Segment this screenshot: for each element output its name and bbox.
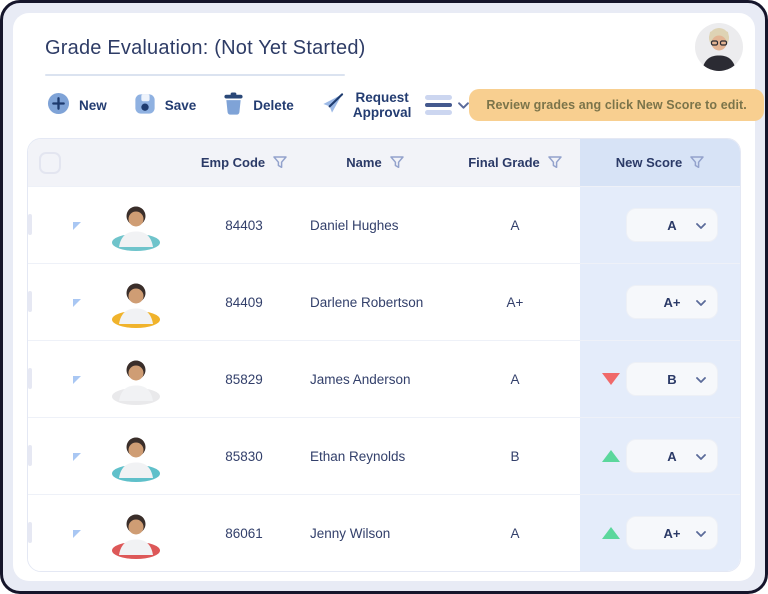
table-row: 85829 James Anderson A B (28, 340, 740, 417)
emp-code-cell: 86061 (225, 525, 263, 541)
emp-code-cell: 84403 (225, 217, 263, 233)
info-banner: Review grades ang click New Score to edi… (469, 89, 764, 121)
trend-icon (602, 449, 624, 463)
final-grade-cell: A (510, 371, 520, 387)
final-grade-cell: B (510, 448, 520, 464)
new-score-dropdown[interactable]: A (626, 439, 718, 473)
page-title: Grade Evaluation: (Not Yet Started) (45, 37, 366, 59)
toolbar: New Save (47, 88, 764, 122)
chevron-down-icon (458, 101, 470, 109)
table-row: 85830 Ethan Reynolds B A (28, 417, 740, 494)
name-cell: James Anderson (310, 371, 411, 387)
new-button[interactable]: New (47, 92, 107, 118)
avatar (112, 206, 160, 251)
user-avatar-image (702, 28, 736, 71)
name-cell: Daniel Hughes (310, 217, 399, 233)
final-grade-cell: A+ (506, 294, 524, 310)
column-header-emp-code: Emp Code (188, 139, 300, 186)
table-row: 84403 Daniel Hughes A A (28, 186, 740, 263)
avatar (112, 360, 160, 405)
delete-button-label: Delete (253, 97, 294, 113)
emp-code-cell: 84409 (225, 294, 263, 310)
final-grade-cell: A (510, 217, 520, 233)
request-approval-button[interactable]: Request Approval (321, 90, 412, 120)
column-label-new-score: New Score (615, 155, 683, 170)
plus-circle-icon (47, 92, 70, 118)
view-options-dropdown[interactable] (425, 95, 470, 115)
table-row: 86061 Jenny Wilson A A+ (28, 494, 740, 571)
avatar (112, 283, 160, 328)
name-cell: Ethan Reynolds (310, 448, 406, 464)
user-avatar[interactable] (695, 23, 743, 71)
grades-table: Emp Code Name Final Grade New Score (27, 138, 741, 572)
table-header: Emp Code Name Final Grade New Score (28, 139, 740, 186)
new-button-label: New (79, 97, 107, 113)
filter-icon[interactable] (389, 156, 404, 169)
chevron-down-icon (696, 531, 706, 537)
final-grade-cell: A (510, 525, 520, 541)
column-label-final-grade: Final Grade (468, 155, 540, 170)
new-score-value: A (667, 448, 677, 464)
new-score-value: B (667, 371, 677, 387)
column-label-name: Name (346, 155, 382, 170)
save-button[interactable]: Save (134, 93, 197, 118)
save-button-label: Save (164, 97, 197, 113)
column-header-final-grade: Final Grade (450, 139, 580, 186)
select-all-checkbox[interactable] (39, 151, 61, 174)
chevron-down-icon (696, 454, 706, 460)
column-label-emp-code: Emp Code (200, 155, 266, 170)
emp-code-cell: 85829 (225, 371, 263, 387)
chevron-down-icon (696, 300, 706, 306)
send-icon (321, 92, 344, 118)
row-checkbox[interactable] (28, 291, 32, 312)
avatar (112, 437, 160, 482)
title-underline (45, 74, 345, 76)
trash-icon (223, 92, 244, 118)
delete-button[interactable]: Delete (223, 92, 294, 118)
chevron-down-icon (696, 377, 706, 383)
row-checkbox[interactable] (28, 522, 32, 543)
app-card: Grade Evaluation: (Not Yet Started) New (13, 13, 764, 581)
name-cell: Darlene Robertson (310, 294, 424, 310)
save-icon (134, 93, 156, 118)
row-checkbox[interactable] (28, 368, 32, 389)
new-score-dropdown[interactable]: A (626, 208, 718, 242)
filter-icon[interactable] (690, 156, 704, 169)
avatar (112, 514, 160, 559)
new-score-value: A (667, 217, 677, 233)
table-row: 84409 Darlene Robertson A+ A+ (28, 263, 740, 340)
column-header-new-score: New Score (580, 139, 740, 186)
trend-icon (602, 372, 624, 386)
column-header-name: Name (300, 139, 450, 186)
new-score-value: A+ (663, 294, 681, 310)
request-approval-button-label: Request Approval (352, 90, 412, 120)
trend-icon (602, 218, 624, 232)
filter-icon[interactable] (548, 156, 562, 169)
new-score-dropdown[interactable]: B (626, 362, 718, 396)
menu-lines-icon (425, 95, 453, 115)
new-score-dropdown[interactable]: A+ (626, 516, 718, 550)
trend-icon (602, 526, 624, 540)
row-checkbox[interactable] (28, 445, 32, 466)
filter-icon[interactable] (273, 156, 287, 169)
chevron-down-icon (696, 223, 706, 229)
name-cell: Jenny Wilson (310, 525, 391, 541)
trend-icon (602, 295, 624, 309)
emp-code-cell: 85830 (225, 448, 263, 464)
new-score-dropdown[interactable]: A+ (626, 285, 718, 319)
row-checkbox[interactable] (28, 214, 32, 235)
new-score-value: A+ (663, 525, 681, 541)
